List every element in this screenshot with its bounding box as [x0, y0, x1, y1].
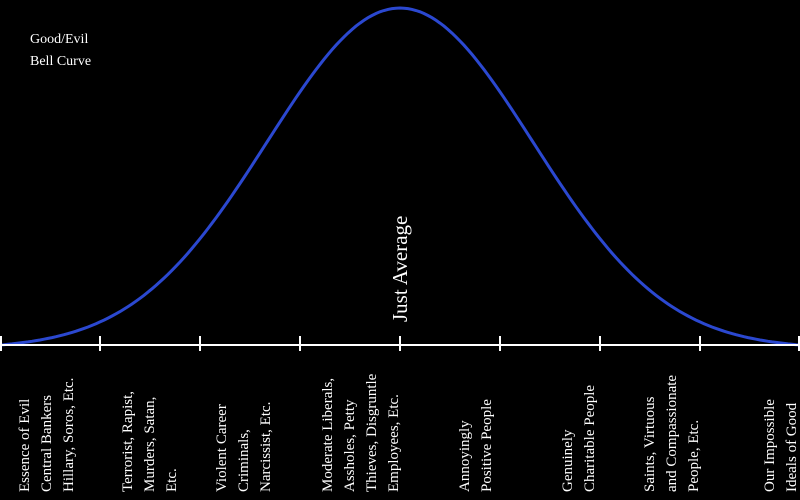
title-line: Good/Evil [30, 32, 88, 47]
category-label: Murders, Satan, [142, 397, 158, 492]
center-label: Just Average [388, 216, 412, 322]
category-label: Positive People [479, 399, 495, 492]
category-label: and Compassionate [664, 375, 680, 492]
category-label: Assholes, Petty [342, 399, 358, 492]
category-label: Our Impossible [762, 399, 778, 492]
title-line: Bell Curve [30, 54, 91, 69]
category-label: Annoyingly [457, 420, 473, 492]
category-label: Criminals, [236, 429, 252, 492]
category-label: Essence of Evil [17, 399, 33, 492]
category-label: Charitable People [582, 385, 598, 492]
category-label: Narcissist, Etc. [258, 402, 274, 492]
category-label: Terrorist, Rapist, [120, 391, 136, 492]
tick-group [0, 336, 800, 351]
category-label: Central Bankers [39, 395, 55, 492]
category-label: Moderate Liberals, [320, 378, 336, 492]
bell-curve [0, 6, 800, 347]
category-label: Employees, Etc. [386, 394, 402, 492]
category-label: Thieves, Disgruntle [364, 373, 380, 492]
category-label: Violent Career [214, 404, 230, 492]
category-label: Etc. [164, 468, 180, 492]
label-group: Essence of Evil Central Bankers Hillary, S… [17, 373, 800, 492]
category-label: Genuinely [560, 429, 576, 492]
category-label: People, Etc. [686, 420, 702, 492]
category-label: Ideals of Good [784, 402, 800, 492]
category-label: Saints, Virtuous [642, 396, 658, 492]
category-label: Hillary, Soros, Etc. [61, 378, 77, 492]
